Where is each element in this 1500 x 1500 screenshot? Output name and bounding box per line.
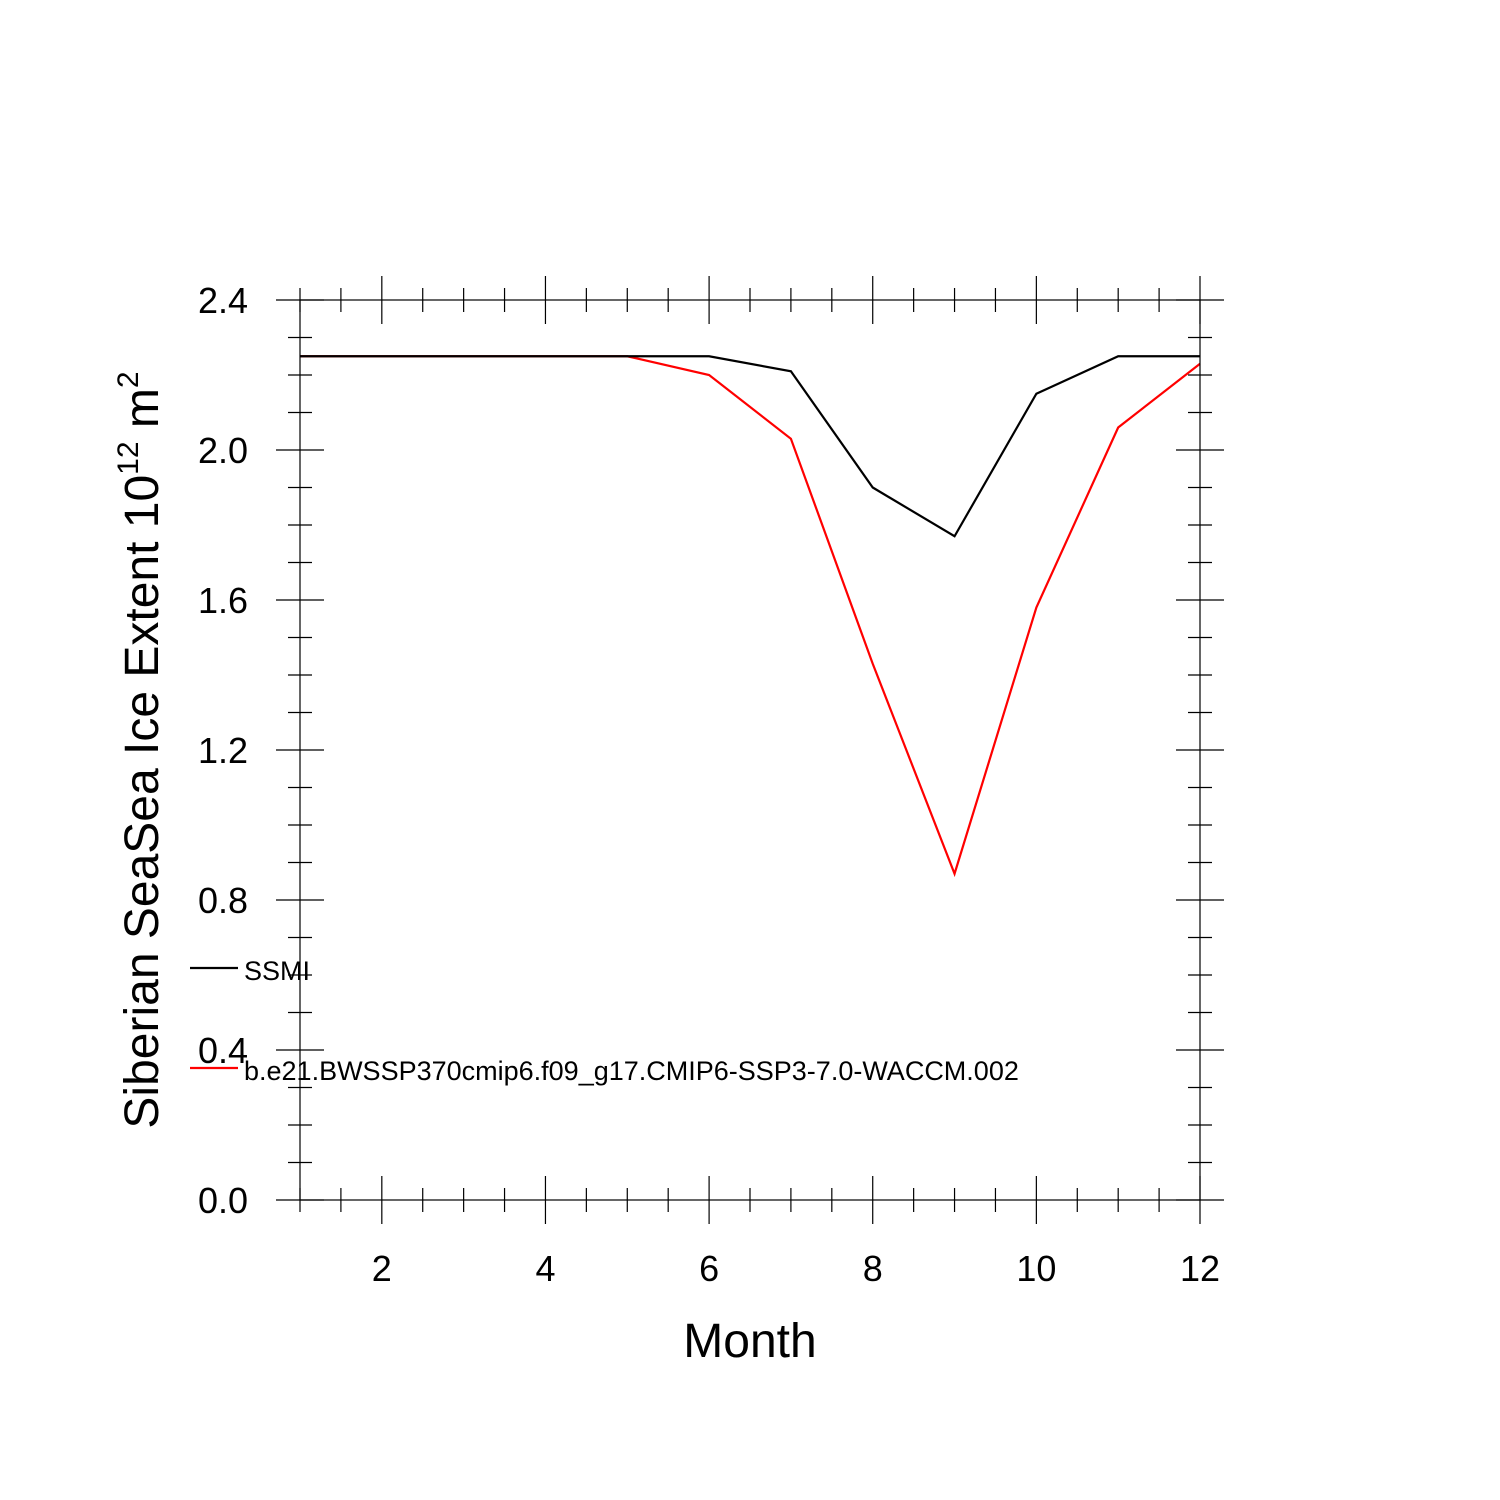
legend: SSMI b.e21.BWSSP370cmip6.f09_g17.CMIP6-SS… bbox=[190, 956, 1019, 1086]
legend-label-2: b.e21.BWSSP370cmip6.f09_g17.CMIP6-SSP3-7… bbox=[244, 1056, 1019, 1086]
series-layer bbox=[300, 355, 1201, 878]
x-tick-label: 4 bbox=[535, 1248, 555, 1289]
y-tick-label: 2.4 bbox=[198, 280, 248, 321]
legend-label-1: SSMI bbox=[244, 956, 310, 986]
x-axis-title: Month bbox=[683, 1315, 816, 1368]
y-tick-label: 2.0 bbox=[198, 430, 248, 471]
series-line-1 bbox=[300, 355, 1200, 538]
x-tick-label: 6 bbox=[699, 1248, 719, 1289]
y-tick-label: 0.4 bbox=[198, 1030, 248, 1071]
series-line-2 bbox=[300, 355, 1201, 878]
x-tick-label: 2 bbox=[372, 1248, 392, 1289]
y-axis-title: Siberian SeaSea Ice Extent 1012 m2 bbox=[112, 371, 169, 1128]
plot-frame bbox=[299, 299, 1201, 1201]
x-tick-label: 8 bbox=[863, 1248, 883, 1289]
y-tick-label: 0.0 bbox=[198, 1180, 248, 1221]
y-tick-label: 0.8 bbox=[198, 880, 248, 921]
x-tick-label: 10 bbox=[1016, 1248, 1056, 1289]
y-tick-label: 1.6 bbox=[198, 580, 248, 621]
y-tick-label: 1.2 bbox=[198, 730, 248, 771]
x-tick-label: 12 bbox=[1180, 1248, 1220, 1289]
tick-labels: 2 4 6 8 10 12 0.0 0.4 0.8 1.2 1.6 2.0 2.4 bbox=[198, 280, 1220, 1289]
